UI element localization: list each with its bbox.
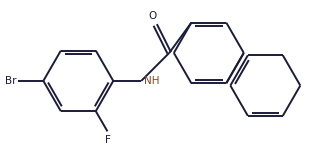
- Text: F: F: [105, 135, 110, 145]
- Text: NH: NH: [144, 76, 160, 86]
- Text: Br: Br: [5, 76, 16, 86]
- Text: O: O: [149, 11, 157, 21]
